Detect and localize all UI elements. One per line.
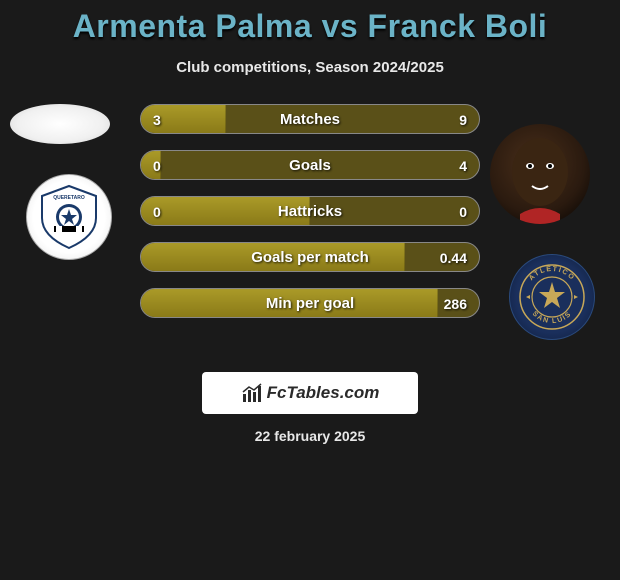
stat-right-value: 4 <box>459 151 467 180</box>
date-text: 22 february 2025 <box>0 428 620 444</box>
stat-row: Goals per match0.44 <box>140 242 480 272</box>
branding-text: FcTables.com <box>267 383 380 403</box>
page-title: Armenta Palma vs Franck Boli <box>0 0 620 45</box>
club-left-badge: QUERETARO <box>26 174 112 260</box>
queretaro-badge-icon: QUERETARO <box>34 182 104 252</box>
stat-label: Goals <box>141 151 479 180</box>
club-right-badge: ATLÉTICO SAN LUIS <box>509 254 595 340</box>
stat-label: Matches <box>141 105 479 134</box>
stat-right-value: 9 <box>459 105 467 134</box>
svg-text:QUERETARO: QUERETARO <box>53 195 85 201</box>
stat-label: Goals per match <box>141 243 479 272</box>
stats-area: QUERETARO ATLÉTICO SAN LUIS <box>0 104 620 354</box>
san-luis-badge-icon: ATLÉTICO SAN LUIS <box>517 262 587 332</box>
stat-row: 0Goals4 <box>140 150 480 180</box>
stat-row: Min per goal286 <box>140 288 480 318</box>
stat-right-value: 0 <box>459 197 467 226</box>
stat-bars: 3Matches90Goals40Hattricks0Goals per mat… <box>140 104 480 334</box>
branding-badge[interactable]: FcTables.com <box>202 372 418 414</box>
face-icon <box>490 124 590 224</box>
stat-right-value: 286 <box>444 289 467 318</box>
stat-row: 0Hattricks0 <box>140 196 480 226</box>
stat-label: Hattricks <box>141 197 479 226</box>
subtitle: Club competitions, Season 2024/2025 <box>0 59 620 76</box>
player-right-photo <box>490 124 590 224</box>
chart-icon <box>241 382 263 404</box>
stat-row: 3Matches9 <box>140 104 480 134</box>
stat-label: Min per goal <box>141 289 479 318</box>
player-left-photo <box>10 104 110 144</box>
stat-right-value: 0.44 <box>440 243 467 272</box>
